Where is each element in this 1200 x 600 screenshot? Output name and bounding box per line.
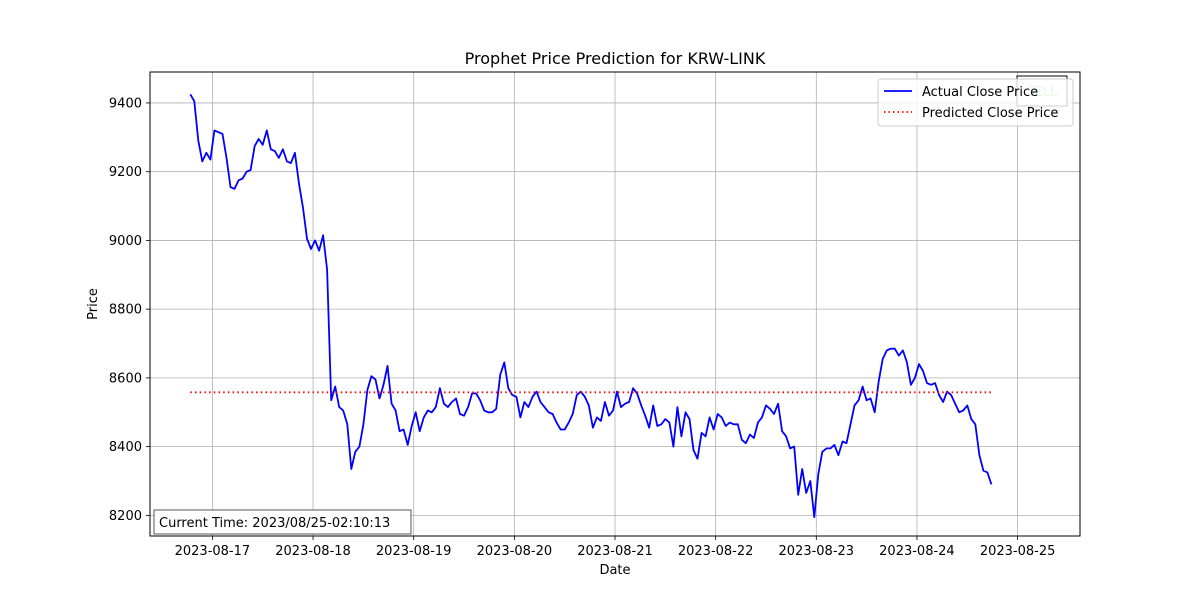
y-tick-label: 9000 <box>109 234 142 249</box>
x-tick-label: 2023-08-19 <box>376 544 452 559</box>
x-tick-label: 2023-08-25 <box>980 544 1056 559</box>
x-tick-label: 2023-08-21 <box>577 544 653 559</box>
x-tick-label: 2023-08-17 <box>175 544 251 559</box>
x-axis: 2023-08-17 2023-08-18 2023-08-19 2023-08-20… <box>175 536 1056 559</box>
chart-title: Prophet Price Prediction for KRW-LINK <box>465 49 766 68</box>
legend-label-actual: Actual Close Price <box>922 85 1038 100</box>
x-tick-label: 2023-08-20 <box>477 544 553 559</box>
series-layer <box>189 93 993 518</box>
y-axis-label: Price <box>86 288 101 320</box>
y-tick-label: 8600 <box>109 371 142 386</box>
x-axis-label: Date <box>599 563 630 578</box>
legend-box <box>877 78 1074 127</box>
legend: Actual Close Price Predicted Close Price <box>877 78 1074 127</box>
current-time-box: Current Time: 2023/08/25-02:10:13 <box>153 509 412 535</box>
y-axis: 8200 8400 8600 8800 9000 9200 9400 <box>109 96 150 524</box>
x-tick-label: 2023-08-23 <box>779 544 855 559</box>
current-time-text: Current Time: 2023/08/25-02:10:13 <box>159 516 390 531</box>
grid <box>150 72 1080 536</box>
x-tick-label: 2023-08-22 <box>678 544 754 559</box>
current-time-frame <box>153 509 412 535</box>
y-tick-label: 8800 <box>109 303 142 318</box>
y-tick-label: 9400 <box>109 96 142 111</box>
legend-label-predicted: Predicted Close Price <box>922 106 1058 121</box>
x-tick-label: 2023-08-18 <box>275 544 351 559</box>
y-tick-label: 8200 <box>109 509 142 524</box>
y-tick-label: 8400 <box>109 440 142 455</box>
y-tick-label: 9200 <box>109 165 142 180</box>
x-tick-label: 2023-08-24 <box>879 544 955 559</box>
series-line-actual <box>189 93 993 518</box>
